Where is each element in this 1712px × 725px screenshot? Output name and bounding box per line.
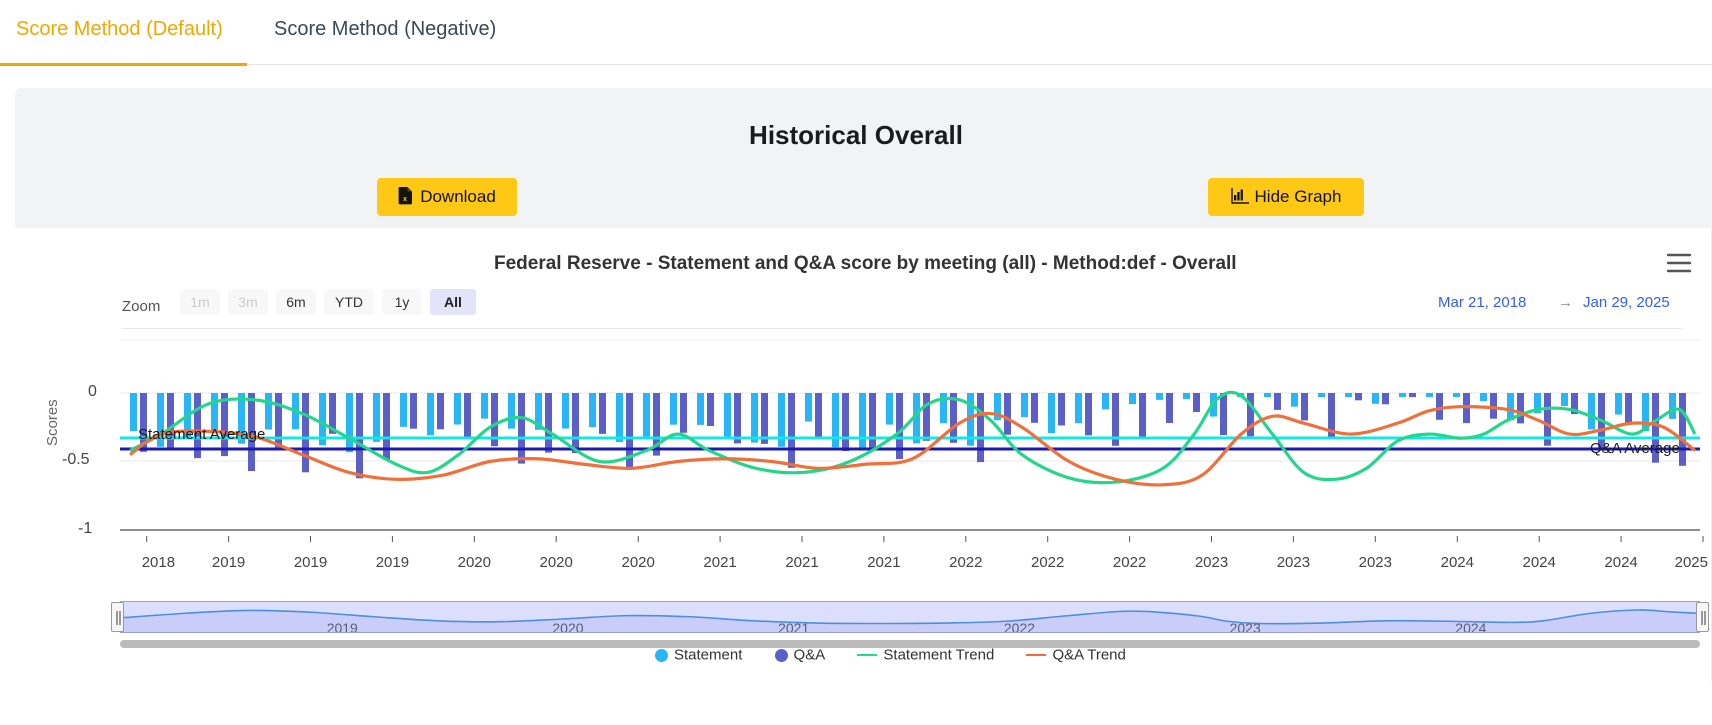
svg-text:x: x	[403, 194, 407, 203]
